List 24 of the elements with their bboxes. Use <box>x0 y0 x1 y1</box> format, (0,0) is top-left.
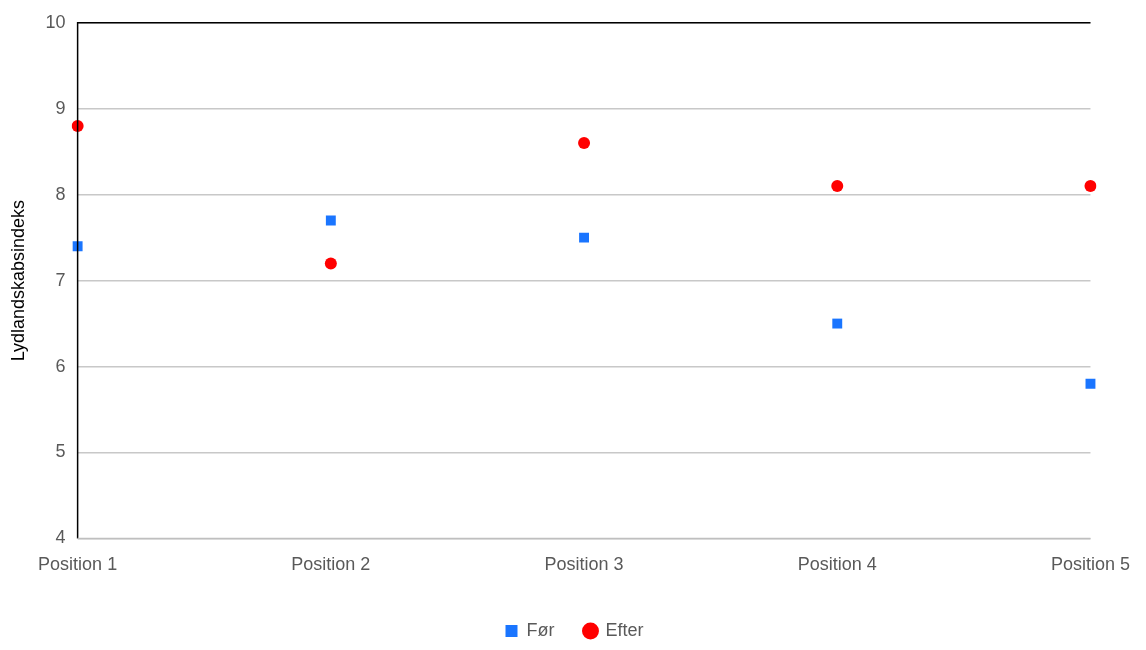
y-tick-label: 6 <box>55 355 66 376</box>
point <box>578 137 591 150</box>
point <box>831 180 844 193</box>
y-tick-label: 9 <box>55 97 66 118</box>
legend-label: Før <box>526 619 555 640</box>
y-tick-label: 7 <box>55 269 66 290</box>
point <box>324 257 337 270</box>
y-tick-label: 4 <box>55 527 66 548</box>
legend-label: Efter <box>605 619 644 640</box>
x-tick-label: Position 4 <box>797 554 877 575</box>
point <box>832 318 843 329</box>
y-tick-label: 5 <box>55 441 66 462</box>
y-axis-title: Lydlandskabsindeks <box>7 199 28 362</box>
x-tick-label: Position 1 <box>38 554 118 575</box>
point <box>579 232 589 243</box>
y-tick-label: 10 <box>45 11 66 32</box>
point <box>325 215 336 226</box>
y-tick-label: 8 <box>55 183 66 204</box>
point <box>1084 180 1097 193</box>
x-tick-label: Position 2 <box>291 554 371 575</box>
point <box>1085 378 1096 389</box>
x-tick-label: Position 3 <box>544 554 624 575</box>
point <box>72 241 83 252</box>
x-tick-label: Position 5 <box>1050 554 1131 575</box>
